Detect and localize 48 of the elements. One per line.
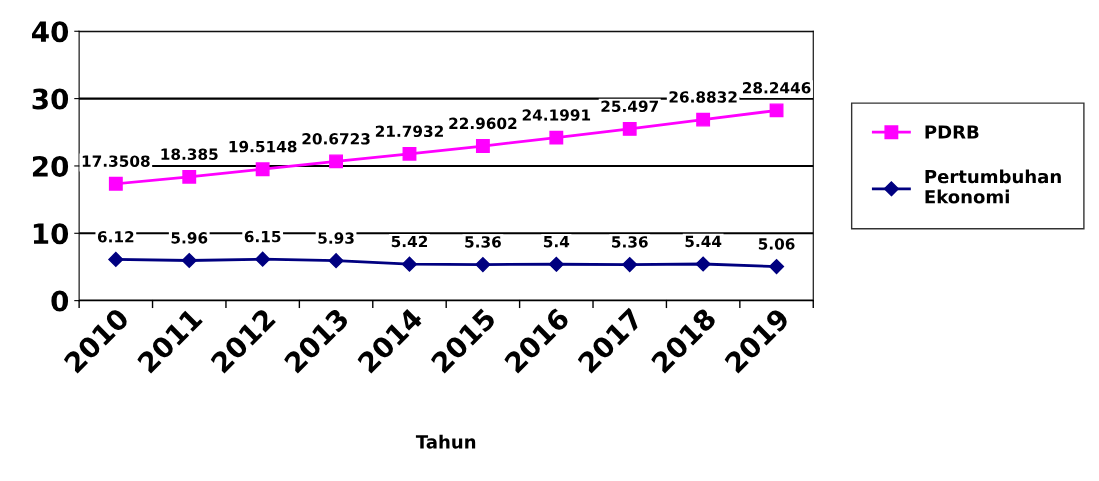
data-label: 5.44 bbox=[685, 235, 722, 248]
point bbox=[696, 112, 711, 127]
legend-label: PDRB bbox=[925, 125, 979, 139]
data-label: 5.36 bbox=[612, 236, 648, 248]
point bbox=[695, 256, 711, 272]
point bbox=[328, 253, 344, 269]
point bbox=[255, 251, 271, 267]
data-label: 25.497 bbox=[601, 100, 658, 113]
point bbox=[475, 256, 491, 273]
point bbox=[549, 130, 564, 145]
data-label: 28.2446 bbox=[742, 82, 811, 94]
data-label: 6.15 bbox=[244, 230, 281, 243]
point bbox=[401, 256, 418, 272]
data-label: 5.42 bbox=[391, 235, 428, 248]
data-label: 5.96 bbox=[171, 232, 208, 244]
data-label: 18.385 bbox=[161, 148, 218, 160]
point bbox=[402, 146, 417, 161]
point bbox=[255, 162, 270, 177]
y-tick-label: 10 bbox=[33, 223, 69, 245]
point bbox=[622, 256, 638, 273]
data-label: 24.1991 bbox=[522, 109, 591, 121]
data-label: 21.7932 bbox=[375, 125, 443, 138]
point bbox=[108, 251, 124, 267]
data-label: 22.9602 bbox=[449, 117, 517, 130]
x-axis-title: Tahun bbox=[415, 434, 476, 449]
point bbox=[769, 103, 784, 118]
point bbox=[329, 154, 344, 169]
y-tick-label: 40 bbox=[32, 21, 69, 43]
data-label: 5.06 bbox=[758, 238, 795, 250]
y-tick-label: 30 bbox=[32, 88, 69, 110]
y-tick-label: 0 bbox=[51, 290, 69, 312]
point bbox=[182, 169, 197, 184]
data-label: 19.5148 bbox=[229, 140, 297, 153]
data-label: 5.4 bbox=[543, 236, 570, 248]
point bbox=[768, 258, 785, 275]
point bbox=[475, 139, 490, 153]
legend-label: Pertumbuhan Ekonomi bbox=[925, 169, 1061, 204]
data-label: 5.36 bbox=[465, 236, 501, 248]
data-label: 17.3508 bbox=[82, 155, 150, 167]
point bbox=[622, 121, 637, 136]
point bbox=[548, 256, 564, 272]
data-label: 5.93 bbox=[318, 232, 354, 244]
point bbox=[181, 252, 197, 269]
data-label: 20.6723 bbox=[302, 133, 370, 145]
y-tick-label: 20 bbox=[32, 155, 69, 177]
data-label: 26.8832 bbox=[669, 91, 737, 103]
data-label: 6.12 bbox=[97, 231, 134, 243]
point bbox=[108, 176, 123, 191]
